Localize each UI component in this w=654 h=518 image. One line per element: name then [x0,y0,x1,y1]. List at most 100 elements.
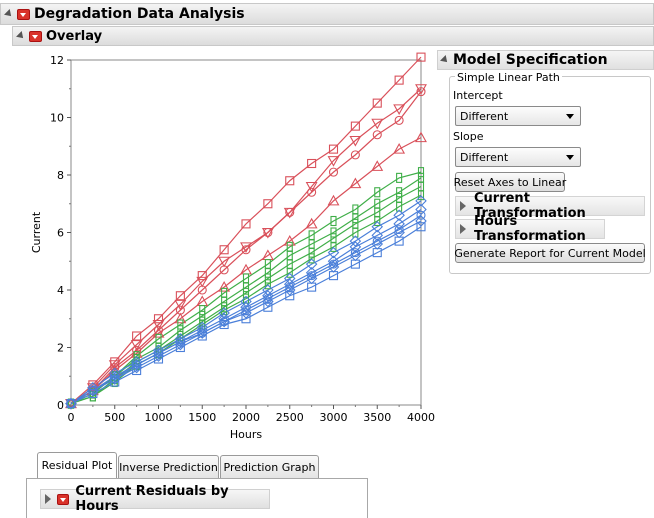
data-point [152,319,165,331]
generate-report-button[interactable]: Generate Report for Current Model [454,243,646,263]
data-point [394,115,404,125]
data-point [349,177,362,189]
residuals-title: Current Residuals by Hours [75,484,229,514]
data-point [110,374,120,384]
data-point [416,222,426,232]
residuals-header[interactable]: Current Residuals by Hours [40,484,270,514]
series-line [70,171,422,405]
hours-transformation-header[interactable]: Hours Transformation [455,214,605,244]
reset-axes-button[interactable]: Reset Axes to Linear [454,172,566,192]
slope-select[interactable]: Different [455,147,581,167]
data-point [132,360,142,370]
current-transformation-header[interactable]: Current Transformation [455,191,645,221]
chevron-down-icon [566,155,574,160]
data-point [196,324,209,337]
x-tick-label: 3500 [363,411,391,424]
residuals-menu-button[interactable] [57,493,70,505]
data-point [153,354,164,364]
series-line [70,185,422,405]
data-point [415,203,427,216]
data-point [175,342,185,353]
data-point [417,167,425,178]
data-point [174,299,187,311]
expand-triangle-icon [460,224,466,234]
tab-residual-plot[interactable]: Residual Plot [37,452,117,478]
data-point [327,255,340,268]
data-point [175,291,185,301]
data-point [415,215,427,227]
data-point [350,248,360,258]
data-point [197,285,207,295]
data-point [394,225,404,235]
data-point [374,215,381,227]
y-axis-label: Current [30,211,43,253]
x-tick-label: 3000 [320,411,348,424]
data-point [352,213,359,224]
data-point [240,242,252,254]
data-point [307,158,317,169]
data-point [218,312,230,325]
data-point [374,187,381,198]
data-point [263,302,273,312]
data-point [197,271,207,281]
intercept-select[interactable]: Different [455,106,581,126]
data-point [87,381,99,394]
collapse-triangle-icon[interactable] [440,55,450,65]
data-point [372,248,382,258]
data-point [177,319,184,330]
data-point [305,217,318,229]
data-point [328,259,339,269]
data-point [416,87,426,97]
data-point [305,266,318,279]
data-point [153,314,164,324]
data-point [371,220,384,233]
data-point [327,194,340,206]
data-point [394,75,404,85]
tab-prediction-graph[interactable]: Prediction Graph [220,455,319,478]
data-point [88,388,98,399]
collapse-triangle-icon[interactable] [16,31,26,41]
tab-inverse-prediction[interactable]: Inverse Prediction [118,455,219,478]
overlay-menu-button[interactable] [29,30,42,42]
data-point [132,365,142,376]
data-point [264,273,271,284]
data-point [132,331,142,341]
y-tick-label: 10 [50,112,64,125]
data-point [417,190,425,201]
data-point [242,282,250,293]
data-point [88,386,98,396]
data-point [264,279,271,290]
series-line [70,88,422,405]
data-point [350,121,360,131]
data-point [264,267,271,278]
data-point [197,331,207,341]
collapse-triangle-icon[interactable] [4,9,14,19]
series-line [70,177,422,405]
data-point [197,328,207,338]
data-point [219,265,229,275]
hours-transformation-title: Hours Transformation [474,214,586,244]
data-point [241,245,251,255]
x-tick-label: 2500 [276,411,304,424]
plot-frame [70,59,422,406]
data-point [415,195,427,207]
data-point [393,209,405,222]
data-point [152,326,165,338]
report-menu-button[interactable] [17,8,30,20]
slope-label: Slope [453,130,484,143]
data-point [175,337,185,347]
data-point [308,247,315,258]
data-point [394,236,404,246]
tab-bar: Residual Plot Inverse Prediction Predict… [0,452,654,482]
group-label: Simple Linear Path [455,71,562,84]
intercept-select-value: Different [460,109,509,123]
overlay-chart[interactable]: 0 500 1000 1500 2000 2500 3000 3500 4000 0 2 4 6 8 10 1… [0,48,440,448]
data-point [130,340,143,351]
data-point [110,377,120,387]
model-spec-header: Model Specification [437,50,654,70]
data-point [393,104,406,116]
data-point [371,118,384,130]
data-point [328,271,339,281]
data-point [415,131,427,143]
x-tick-label: 500 [104,411,125,424]
